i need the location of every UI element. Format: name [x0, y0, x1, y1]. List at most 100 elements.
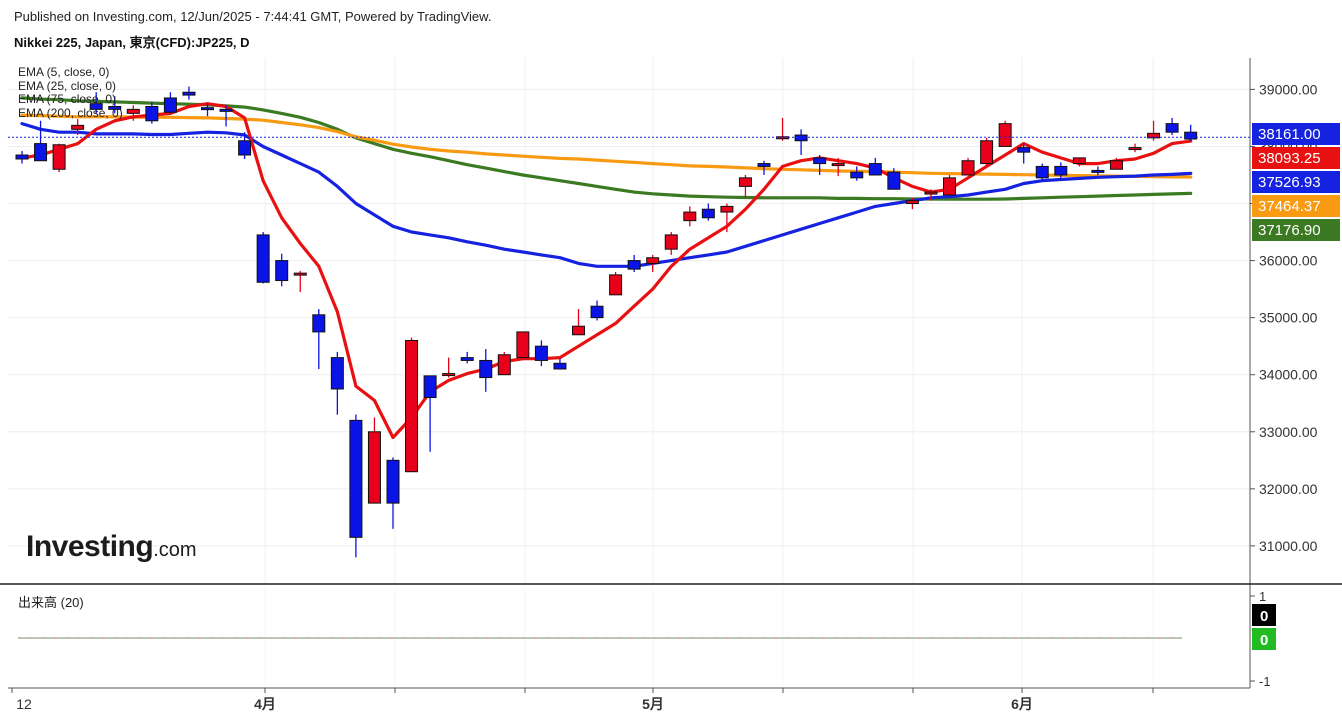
candle-body [349, 419, 363, 538]
price-label-bg [1252, 195, 1340, 217]
candle-body [516, 331, 530, 359]
candle-body [794, 134, 808, 142]
candle [293, 270, 307, 292]
candle-body [887, 171, 901, 190]
y-tick-label: 35000.00 [1259, 310, 1318, 326]
candle-body [1072, 157, 1086, 165]
candle-body [219, 108, 233, 112]
ema-lines [20, 96, 1193, 440]
investing-logo: Investing.com [26, 530, 197, 564]
volume-value-bg [1252, 604, 1276, 626]
price-label-text: 38093.25 [1258, 150, 1321, 167]
candle-body [738, 177, 752, 187]
candle-body [1035, 165, 1049, 179]
candle-body [1184, 131, 1198, 140]
volume-pane: 1 -1 0 0 [18, 589, 1276, 689]
candle-body [275, 260, 289, 282]
candle [553, 358, 567, 370]
candle [905, 197, 919, 210]
ema75-line [20, 113, 1193, 179]
candle [312, 309, 326, 370]
ema-legend-item[interactable]: EMA (200, close, 0) [18, 105, 123, 120]
candle-body [1054, 165, 1068, 176]
volume-tick-label: -1 [1259, 674, 1271, 689]
candle-body [497, 354, 511, 376]
candle [145, 101, 159, 124]
candle-body [293, 272, 307, 276]
published-caption: Published on Investing.com, 12/Jun/2025 … [14, 9, 492, 24]
candle-body [34, 143, 48, 162]
candle-body [553, 362, 567, 370]
volume-value-label: 0 [1252, 628, 1276, 650]
price-label-text: 38161.00 [1258, 126, 1321, 143]
candle-body [405, 339, 419, 473]
candle [15, 151, 29, 164]
x-tick-label: 5月 [642, 696, 664, 712]
candle [738, 174, 752, 198]
candle-body [905, 200, 919, 205]
candle [590, 300, 604, 321]
candle-body [163, 97, 177, 113]
ema-legend-item[interactable]: EMA (25, close, 0) [18, 78, 117, 93]
chart-grid [8, 58, 1250, 688]
candle-body [1147, 132, 1161, 139]
x-tick-label: 6月 [1011, 696, 1033, 712]
ema25-line [20, 121, 1193, 268]
candle [182, 86, 196, 100]
candle-body [442, 373, 456, 377]
candle [627, 254, 641, 272]
candle [868, 157, 882, 176]
volume-label[interactable]: 出来高 (20) [18, 595, 84, 610]
candle-body [590, 305, 604, 319]
candle [1054, 162, 1068, 180]
candle [831, 157, 845, 177]
volume-value-text: 0 [1260, 632, 1268, 649]
candle-body [479, 359, 493, 379]
candle-body [330, 357, 344, 390]
candlesticks [15, 86, 1198, 558]
candle-body [961, 160, 975, 176]
candle [664, 232, 678, 255]
y-tick-label: 32000.00 [1259, 481, 1318, 497]
candle [516, 331, 530, 361]
candle-body [126, 108, 140, 114]
candle [776, 117, 790, 141]
candle-body [924, 191, 938, 195]
candle-body [71, 124, 85, 130]
candle-body [850, 171, 864, 179]
candle [34, 120, 48, 162]
candle [405, 337, 419, 473]
candle-body [201, 107, 214, 111]
candle [794, 129, 808, 156]
candle-body [534, 345, 548, 361]
y-tick-label: 33000.00 [1259, 424, 1318, 440]
candle [479, 349, 493, 392]
y-tick-label: 36000.00 [1259, 253, 1318, 269]
candle [720, 203, 734, 233]
price-label: 38161.00 [1252, 123, 1340, 145]
price-labels: 38161.00 38093.25 37526.93 37464.37 37176.90 [1252, 123, 1340, 241]
candle-body [1165, 123, 1179, 133]
candle-body [776, 136, 790, 140]
candle [497, 351, 511, 376]
candle [460, 351, 474, 364]
candle [386, 457, 400, 529]
ema5-line [20, 102, 1193, 440]
candle [943, 174, 956, 196]
volume-value-bg [1252, 628, 1276, 650]
candle [423, 375, 437, 452]
candle [609, 271, 623, 296]
candle-body [145, 106, 159, 122]
candle-body [108, 106, 122, 110]
candle [1035, 163, 1049, 181]
candle [442, 357, 456, 378]
candle [1091, 166, 1105, 175]
candle-body [52, 144, 66, 170]
candle-body [943, 177, 956, 196]
candle [238, 132, 252, 160]
ema-legend-item[interactable]: EMA (75, close, 0) [18, 92, 117, 106]
candle [534, 340, 548, 367]
ema-legend-item[interactable]: EMA (5, close, 0) [18, 65, 110, 79]
candle-body [627, 260, 641, 270]
